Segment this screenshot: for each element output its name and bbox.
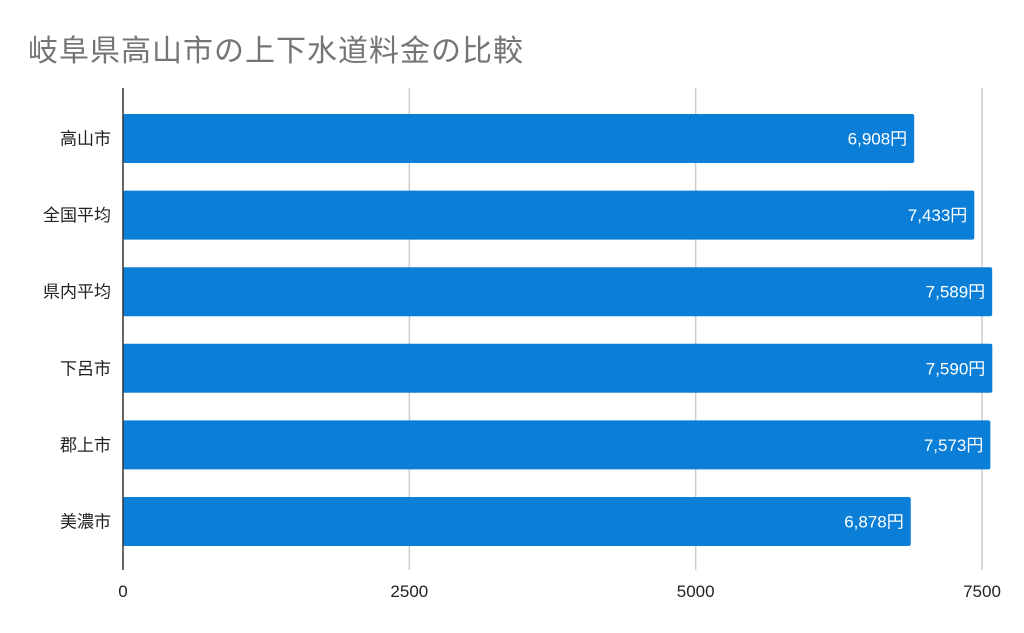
bar-1 <box>123 190 975 240</box>
data-label-5: 6,878円 <box>844 513 904 532</box>
x-tick-label-0: 0 <box>118 582 127 601</box>
bar-4 <box>123 420 991 470</box>
data-label-3: 7,590円 <box>926 359 986 378</box>
category-label-3: 下呂市 <box>60 359 111 379</box>
x-tick-label-2500: 2500 <box>390 582 428 601</box>
category-label-1: 全国平均 <box>43 206 111 226</box>
x-tick-label-5000: 5000 <box>677 582 715 601</box>
bar-3 <box>123 343 993 393</box>
labels: 0 2500 5000 7500 6,908円 高山市 7,433円 全国平均 7,589円 県内… <box>43 130 1001 602</box>
data-label-1: 7,433円 <box>908 206 968 225</box>
bar-5 <box>123 497 911 546</box>
bars <box>123 114 993 546</box>
bar-0 <box>123 114 915 163</box>
category-label-4: 郡上市 <box>60 436 111 456</box>
data-label-2: 7,589円 <box>926 283 986 302</box>
category-label-2: 県内平均 <box>43 283 111 303</box>
bar-2 <box>123 267 993 317</box>
grid-lines <box>408 88 983 570</box>
data-label-4: 7,573円 <box>924 436 984 455</box>
x-tick-label-7500: 7500 <box>963 582 1001 601</box>
data-label-0: 6,908円 <box>848 130 908 149</box>
category-label-0: 高山市 <box>60 130 111 150</box>
category-label-5: 美濃市 <box>60 513 111 533</box>
chart-title: 岐阜県高山市の上下水道料金の比較 <box>28 34 524 69</box>
